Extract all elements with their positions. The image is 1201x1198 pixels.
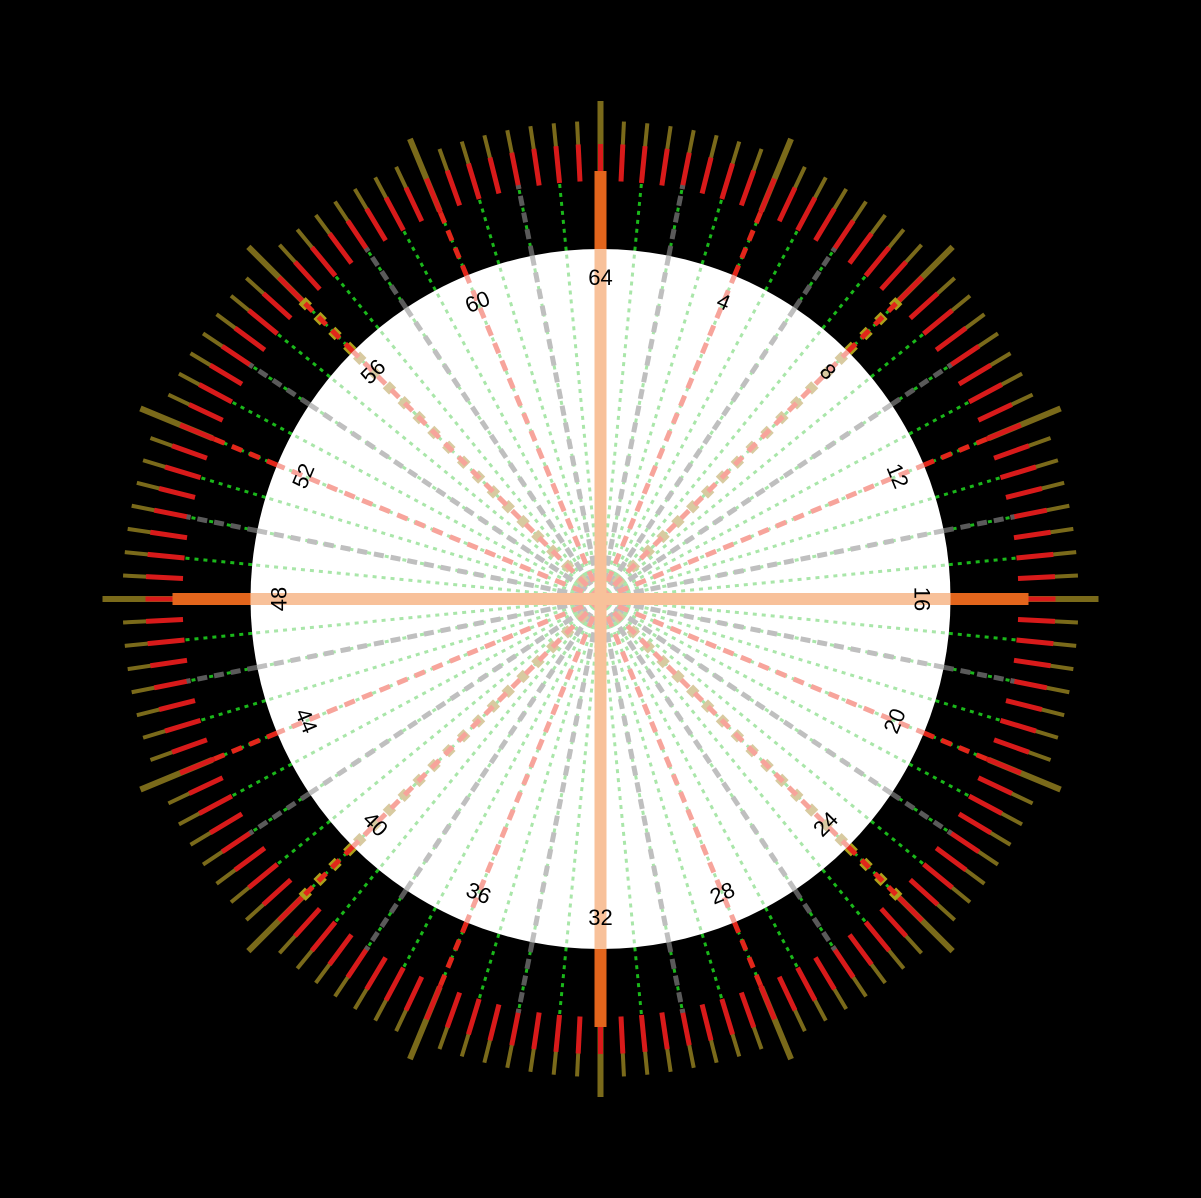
dial-label: 64 bbox=[588, 265, 612, 290]
red-tick bbox=[146, 620, 183, 622]
red-tick bbox=[621, 145, 623, 182]
dial-label: 48 bbox=[266, 587, 291, 611]
red-tick bbox=[1018, 620, 1055, 622]
red-tick bbox=[578, 1016, 580, 1053]
red-tick bbox=[1018, 577, 1055, 579]
dial-label: 32 bbox=[588, 905, 612, 930]
red-tick bbox=[146, 577, 183, 579]
red-tick bbox=[621, 1016, 623, 1053]
red-tick bbox=[578, 145, 580, 182]
dial-label: 16 bbox=[910, 587, 935, 611]
radial-dial: 644812162024283236404448525660 bbox=[0, 0, 1201, 1198]
